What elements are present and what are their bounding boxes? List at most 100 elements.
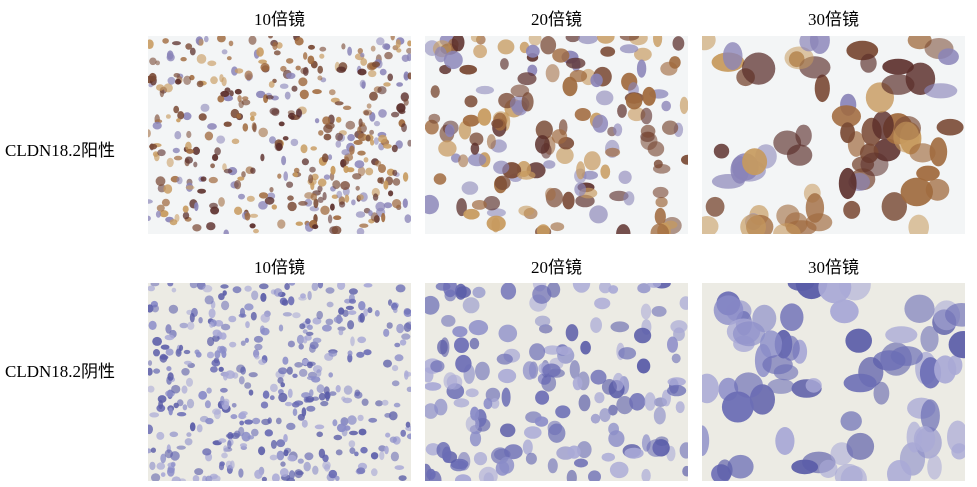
cell [305,396,315,403]
cell [535,390,550,405]
cell [231,432,240,439]
cell [578,36,598,45]
cell [171,287,177,293]
cell [288,296,295,306]
cell [599,408,611,423]
cell [379,177,385,185]
cell [218,462,225,471]
cell [258,446,266,456]
cell [363,283,373,288]
cell [260,153,265,162]
cell [155,210,161,218]
cell [312,224,319,230]
cell [165,114,171,119]
cell [286,422,296,430]
cell [148,39,154,49]
cell [304,452,314,461]
cell [654,207,666,226]
cell [543,345,562,355]
cell [217,95,225,103]
cell [228,40,234,47]
cell [218,438,227,443]
cell [259,325,265,334]
cell [356,227,365,234]
cell [296,334,305,345]
cell [316,310,323,320]
cell [805,378,822,393]
cell [681,154,688,165]
cell [594,392,605,404]
cell [181,385,188,394]
cell [357,166,366,177]
cell [259,283,269,290]
cell [241,431,251,442]
cell [220,90,230,97]
cell [355,211,366,218]
cell [360,52,365,58]
cell [261,418,271,426]
cell [365,167,374,176]
cell [773,223,801,234]
cell [223,168,233,174]
cell [453,398,470,408]
cell [650,223,670,234]
cell [156,84,165,91]
cell [254,469,263,479]
cell [304,192,314,199]
cell [469,337,480,350]
cell [357,126,362,134]
cell [387,73,393,82]
cell [881,192,907,221]
cell [305,318,311,325]
cell [343,385,353,395]
cell [284,283,290,290]
cell [462,114,480,127]
cell [176,445,186,450]
cell [534,416,549,427]
cell [358,118,363,127]
cell [403,308,411,315]
row-label-positive: CLDN18.2阳性 [5,141,116,160]
cell [342,105,352,111]
cell [198,38,204,46]
cell [165,348,174,356]
cell [383,82,391,87]
cell [182,404,188,411]
cell [306,405,316,412]
cell [599,283,612,294]
cell [951,443,965,460]
cell [239,420,245,426]
cell [373,137,379,145]
cell [590,73,603,88]
cell [358,301,366,311]
cell [358,428,367,436]
cell [278,367,288,375]
cell [473,44,487,59]
cell [566,469,577,481]
cell [181,368,190,376]
cell [529,343,546,361]
cell [381,399,389,406]
cell [780,303,804,331]
cell [323,174,331,180]
cell [401,123,407,133]
column-label-10x-row2: 10倍镜 [254,258,305,277]
cell [241,171,246,178]
cell [741,52,776,85]
cell [347,353,353,363]
cell [357,336,367,344]
cell [486,134,496,150]
cell [258,127,268,138]
cell [229,341,237,348]
cell [843,373,877,393]
cell [443,372,458,390]
cell [167,283,174,287]
cell [299,323,306,330]
cell [184,156,193,164]
cell [651,306,667,317]
cell [335,449,343,456]
cell [210,76,218,85]
cell [742,148,768,176]
cell [403,98,409,106]
cell [762,355,793,375]
